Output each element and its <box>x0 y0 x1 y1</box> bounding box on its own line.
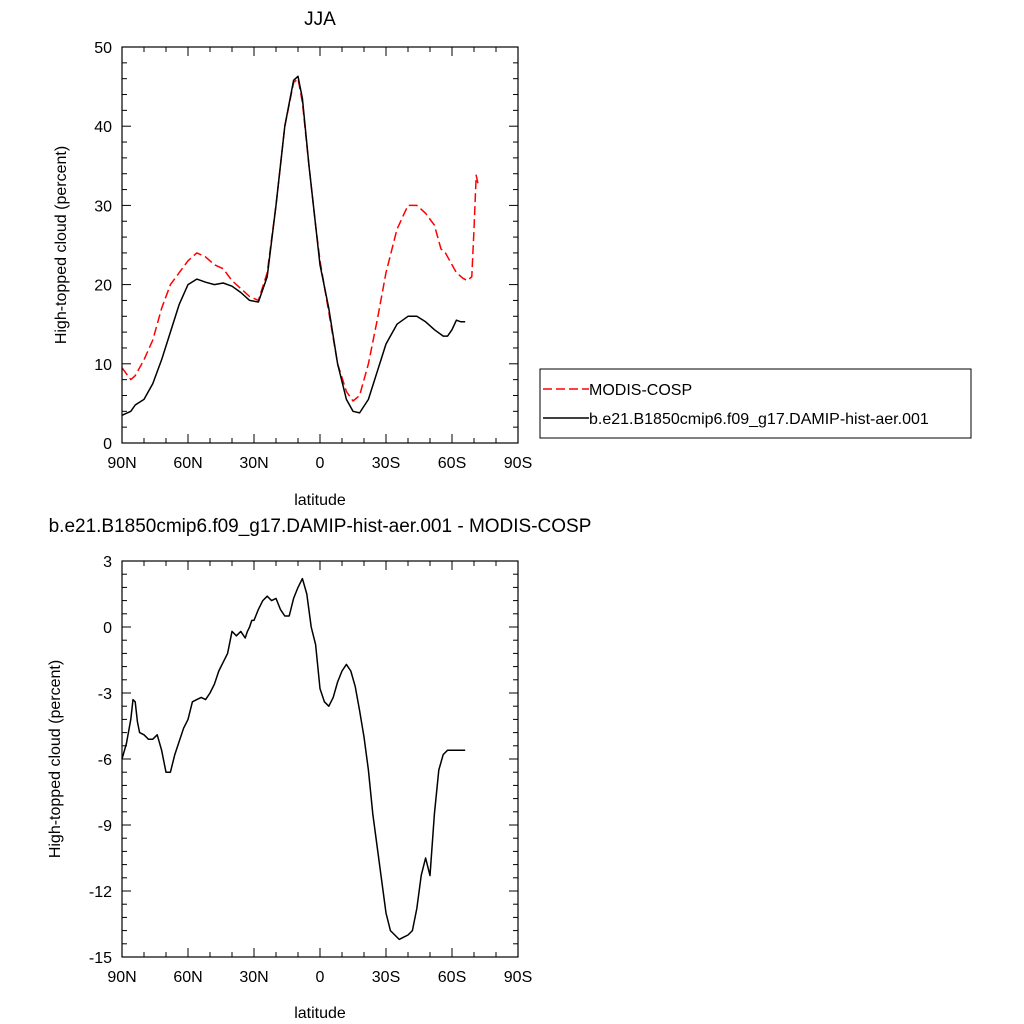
bottom-y-axis-label: High-topped cloud (percent) <box>47 660 64 858</box>
top-xtick-label: 0 <box>316 455 325 472</box>
top-ytick-label: 40 <box>94 119 112 136</box>
bottom-ytick-label: -6 <box>98 752 112 769</box>
top-xtick-label: 60S <box>438 455 466 472</box>
legend-label-modis-cosp: MODIS-COSP <box>589 382 692 399</box>
top-xtick-label: 90S <box>504 455 532 472</box>
bottom-ytick-label: -3 <box>98 686 112 703</box>
top-plot-frame <box>121 46 519 444</box>
bottom-xtick-label: 30N <box>239 969 268 986</box>
top-series-line-0 <box>121 77 480 402</box>
top-ytick-label: 0 <box>103 436 112 453</box>
bottom-xtick-label: 90S <box>504 969 532 986</box>
top-xtick-label: 60N <box>173 455 202 472</box>
bottom-plot-frame <box>121 560 519 958</box>
bottom-ytick-label: -9 <box>98 818 112 835</box>
legend-label-model: b.e21.B1850cmip6.f09_g17.DAMIP-hist-aer.… <box>589 411 929 428</box>
top-ytick-label: 10 <box>94 357 112 374</box>
bottom-xtick-label: 90N <box>107 969 136 986</box>
bottom-panel: b.e21.B1850cmip6.f09_g17.DAMIP-hist-aer.… <box>47 516 591 1022</box>
bottom-xtick-label: 30S <box>372 969 400 986</box>
top-y-axis-label: High-topped cloud (percent) <box>53 146 70 344</box>
top-ytick-label: 20 <box>94 278 112 295</box>
bottom-xtick-label: 60S <box>438 969 466 986</box>
top-xtick-label: 30S <box>372 455 400 472</box>
bottom-ytick-label: -12 <box>89 884 112 901</box>
bottom-xtick-label: 0 <box>316 969 325 986</box>
bottom-ytick-label: -15 <box>89 950 112 967</box>
bottom-chart-title: b.e21.B1850cmip6.f09_g17.DAMIP-hist-aer.… <box>49 516 592 537</box>
bottom-ytick-label: 3 <box>103 554 112 571</box>
bottom-xtick-label: 60N <box>173 969 202 986</box>
top-chart-title: JJA <box>304 9 336 30</box>
top-series-line-1 <box>121 75 466 416</box>
legend: MODIS-COSP b.e21.B1850cmip6.f09_g17.DAMI… <box>539 368 972 439</box>
bottom-series-line-0 <box>121 577 466 941</box>
bottom-x-axis-label: latitude <box>294 1005 346 1022</box>
top-ytick-label: 50 <box>94 40 112 57</box>
bottom-ytick-label: 0 <box>103 620 112 637</box>
legend-box <box>539 368 972 439</box>
top-ytick-label: 30 <box>94 198 112 215</box>
top-panel: JJA 90N 60N 30N 0 30S 60S 90S 0 10 20 30 40 50 latit… <box>53 9 532 509</box>
top-x-axis-label: latitude <box>294 492 346 509</box>
top-xtick-label: 30N <box>239 455 268 472</box>
top-xtick-label: 90N <box>107 455 136 472</box>
